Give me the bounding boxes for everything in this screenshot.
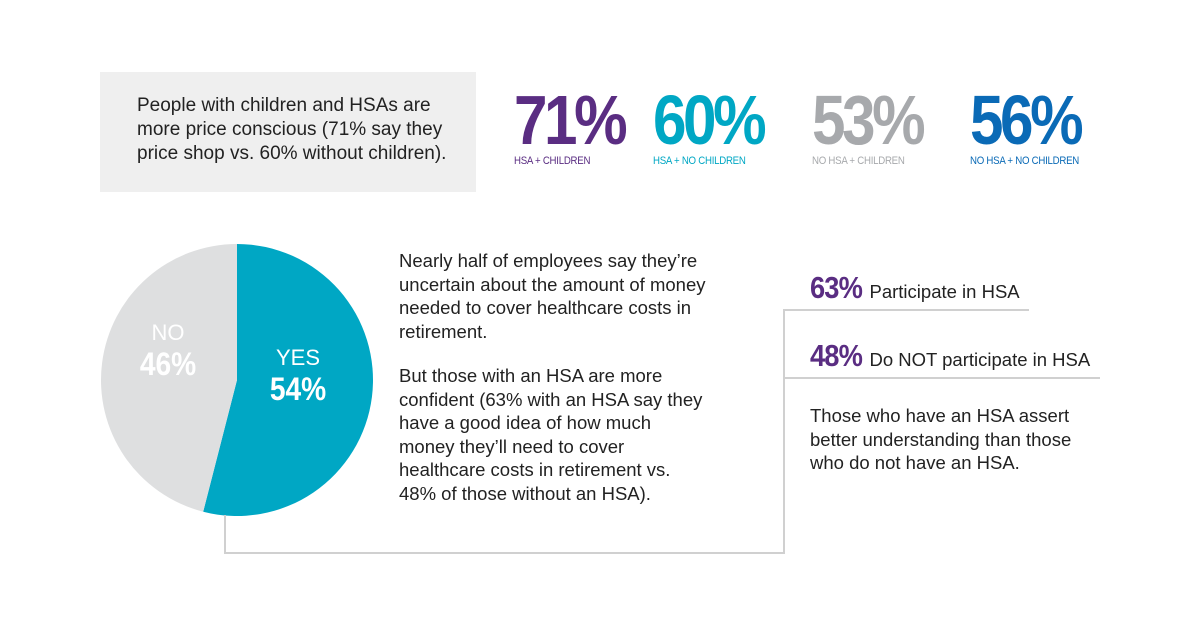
stat-hsa-no-children: 60% HSA + NO CHILDREN	[653, 84, 781, 167]
pie-category-yes: YES	[275, 345, 321, 370]
body-paragraph-2: But those with an HSA are more confident…	[399, 365, 703, 504]
comparison-value: 63%	[810, 270, 863, 305]
pie-label-no: NO 46%	[118, 320, 218, 382]
body-paragraph-1: Nearly half of employees say they’re unc…	[399, 250, 706, 342]
comparison-label: Do NOT participate in HSA	[869, 349, 1091, 370]
stat-label: NO HSA + NO CHILDREN	[970, 155, 1080, 167]
comparison-label: Participate in HSA	[869, 281, 1020, 302]
stat-no-hsa-no-children: 56% NO HSA + NO CHILDREN	[970, 84, 1098, 167]
stat-value: 56%	[970, 81, 1084, 159]
stat-no-hsa-children: 53% NO HSA + CHILDREN	[812, 84, 940, 167]
intro-box: People with children and HSAs are more p…	[100, 72, 476, 192]
connector-line	[783, 309, 785, 554]
conclusion-text: Those who have an HSA assert better unde…	[810, 405, 1072, 473]
pie-value-no: 46%	[139, 346, 197, 382]
divider-line	[783, 377, 1100, 379]
comparison-not-participate: 48% Do NOT participate in HSA	[810, 338, 1090, 374]
pie-chart	[101, 244, 374, 516]
pie-slice-yes	[203, 244, 374, 516]
intro-text: People with children and HSAs are more p…	[137, 95, 447, 164]
connector-line	[224, 552, 785, 554]
pie-slice-no	[101, 244, 237, 512]
pie-value-yes: 54%	[269, 371, 327, 407]
stat-hsa-children: 71% HSA + CHILDREN	[514, 84, 642, 167]
divider-line	[783, 309, 1029, 311]
stat-value: 60%	[653, 81, 767, 159]
stat-value: 53%	[812, 81, 926, 159]
stat-label: HSA + NO CHILDREN	[653, 155, 746, 167]
comparison-value: 48%	[810, 338, 863, 373]
stat-value: 71%	[514, 81, 628, 159]
pie-label-yes: YES 54%	[248, 345, 348, 407]
stat-label: NO HSA + CHILDREN	[812, 155, 905, 167]
connector-line	[224, 515, 226, 554]
stat-label: HSA + CHILDREN	[514, 155, 591, 167]
comparison-participate: 63% Participate in HSA	[810, 270, 1020, 306]
pie-category-no: NO	[151, 320, 185, 345]
